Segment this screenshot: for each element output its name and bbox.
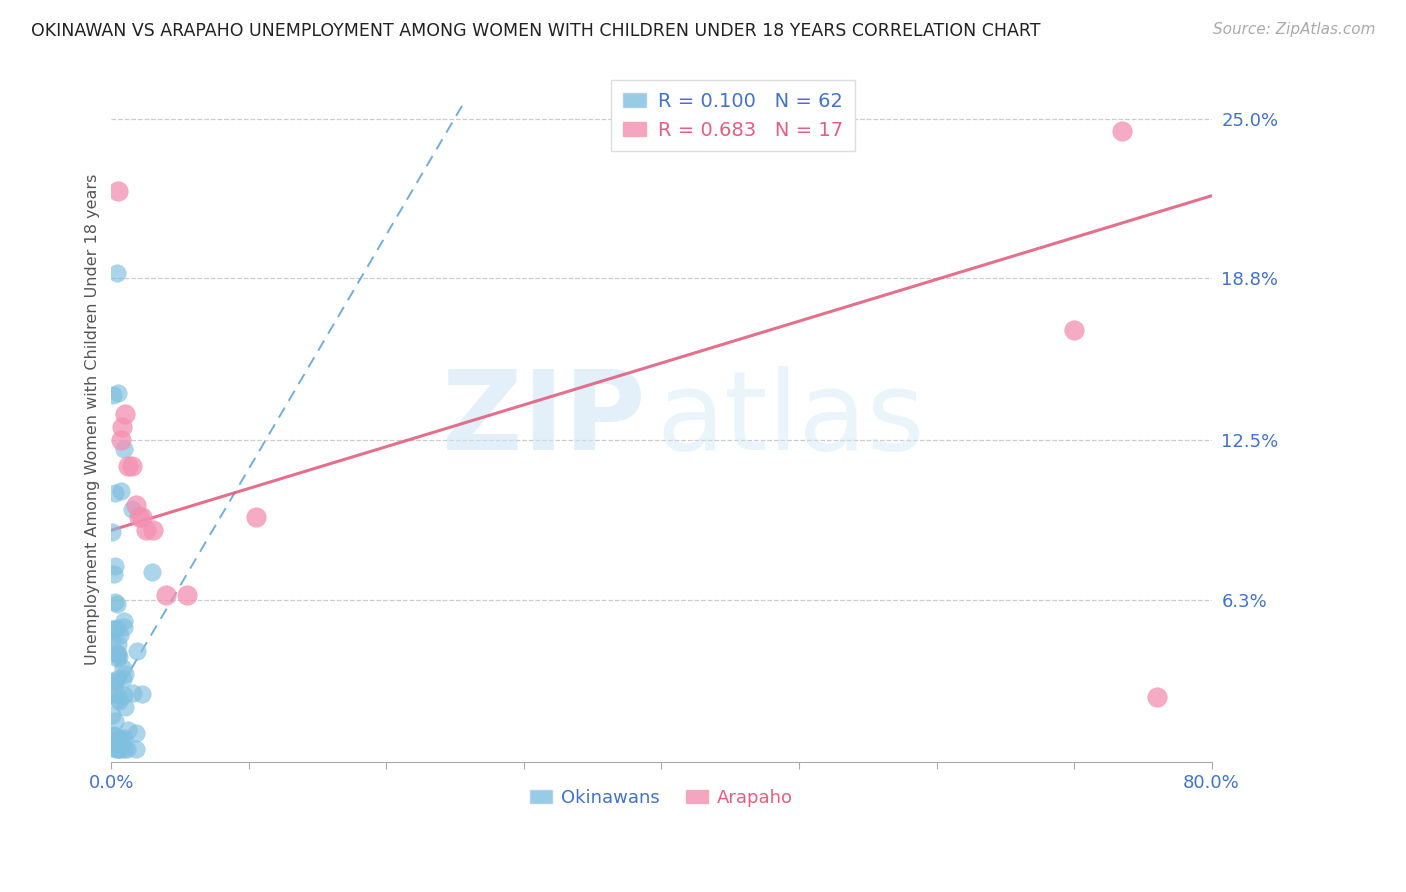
Point: [121, 502, 143, 516]
Point: [112, 620, 135, 634]
Point: [155, 588, 177, 602]
Point: [135, 523, 157, 537]
Point: [104, 740, 127, 755]
Point: [107, 742, 129, 756]
Point: [105, 647, 128, 661]
Point: [104, 485, 127, 500]
Point: [112, 688, 135, 702]
Point: [105, 739, 128, 753]
Point: [117, 723, 139, 738]
Point: [103, 566, 125, 581]
Point: [111, 420, 134, 434]
Point: [100, 738, 122, 752]
Point: [101, 525, 124, 540]
Point: [128, 510, 150, 524]
Point: [104, 558, 127, 573]
Point: [112, 731, 135, 745]
Point: [108, 742, 131, 756]
Point: [108, 694, 131, 708]
Point: [107, 184, 129, 198]
Point: [112, 442, 135, 456]
Point: [141, 565, 163, 579]
Point: [1111, 124, 1133, 138]
Point: [110, 742, 132, 756]
Point: [1146, 690, 1168, 705]
Point: [105, 266, 128, 280]
Point: [115, 742, 138, 756]
Point: [105, 622, 128, 636]
Point: [112, 742, 135, 756]
Point: [104, 742, 127, 756]
Point: [245, 510, 267, 524]
Point: [110, 732, 132, 747]
Point: [105, 651, 128, 665]
Point: [125, 726, 148, 740]
Point: [101, 388, 124, 402]
Point: [131, 688, 153, 702]
Point: [176, 588, 198, 602]
Y-axis label: Unemployment Among Women with Children Under 18 years: Unemployment Among Women with Children U…: [86, 174, 100, 665]
Point: [107, 649, 129, 664]
Point: [104, 674, 127, 689]
Point: [104, 595, 127, 609]
Point: [105, 672, 128, 686]
Point: [122, 686, 145, 700]
Point: [114, 699, 136, 714]
Point: [107, 689, 129, 703]
Point: [104, 714, 127, 729]
Text: ZIP: ZIP: [441, 366, 645, 473]
Point: [117, 458, 139, 473]
Point: [114, 667, 136, 681]
Point: [107, 647, 129, 661]
Point: [103, 735, 125, 749]
Legend: Okinawans, Arapaho: Okinawans, Arapaho: [523, 782, 800, 814]
Point: [114, 408, 136, 422]
Point: [101, 633, 124, 648]
Point: [121, 458, 143, 473]
Point: [108, 628, 131, 642]
Point: [110, 731, 132, 746]
Point: [112, 614, 135, 628]
Point: [104, 733, 127, 747]
Point: [1063, 322, 1085, 336]
Point: [112, 672, 135, 686]
Point: [107, 386, 129, 401]
Point: [103, 728, 125, 742]
Point: [131, 510, 153, 524]
Point: [105, 597, 128, 611]
Point: [100, 623, 122, 637]
Point: [101, 707, 124, 722]
Point: [103, 730, 125, 744]
Text: Source: ZipAtlas.com: Source: ZipAtlas.com: [1212, 22, 1375, 37]
Text: OKINAWAN VS ARAPAHO UNEMPLOYMENT AMONG WOMEN WITH CHILDREN UNDER 18 YEARS CORREL: OKINAWAN VS ARAPAHO UNEMPLOYMENT AMONG W…: [31, 22, 1040, 40]
Point: [142, 523, 165, 537]
Point: [110, 484, 132, 499]
Point: [104, 686, 127, 700]
Point: [125, 498, 148, 512]
Point: [107, 637, 129, 651]
Text: atlas: atlas: [657, 366, 925, 473]
Point: [125, 742, 148, 756]
Point: [105, 732, 128, 747]
Point: [111, 661, 134, 675]
Point: [103, 622, 125, 636]
Point: [110, 433, 132, 447]
Point: [125, 643, 148, 657]
Point: [103, 674, 125, 689]
Point: [107, 692, 129, 706]
